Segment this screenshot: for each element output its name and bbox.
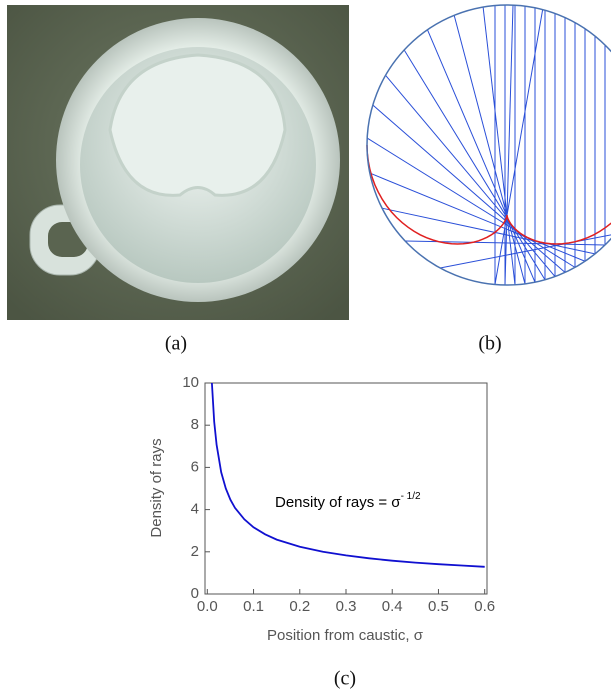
y-tick-label: 0 bbox=[191, 585, 199, 602]
reflected-ray bbox=[366, 137, 576, 268]
y-tick-label: 10 bbox=[182, 374, 199, 391]
x-tick-label: 0.2 bbox=[289, 598, 310, 615]
reflected-ray bbox=[439, 234, 611, 269]
reflected-ray bbox=[403, 49, 546, 281]
reflected-ray bbox=[504, 5, 514, 286]
x-tick-label: 0.0 bbox=[197, 598, 218, 615]
annotation-exponent: - 1/2 bbox=[401, 491, 421, 502]
data-line bbox=[211, 382, 485, 568]
panel-label: (c) bbox=[334, 668, 356, 690]
x-tick-label: 0.1 bbox=[243, 598, 264, 615]
reflected-ray bbox=[381, 207, 596, 255]
reflected-ray bbox=[453, 15, 526, 284]
annotation: Density of rays = σ- 1/2 bbox=[275, 491, 421, 511]
x-tick-label: 0.4 bbox=[382, 598, 403, 615]
caustic bbox=[366, 144, 611, 245]
panel-label: (a) bbox=[165, 333, 187, 355]
reflected-ray bbox=[372, 104, 566, 273]
x-tick-label: 0.5 bbox=[428, 598, 449, 615]
x-tick-label: 0.3 bbox=[336, 598, 357, 615]
reflected-ray bbox=[427, 29, 536, 283]
photo bbox=[7, 5, 349, 320]
y-tick-label: 2 bbox=[191, 543, 199, 560]
reflected-ray bbox=[369, 172, 586, 262]
y-tick-label: 4 bbox=[191, 501, 199, 518]
mirror bbox=[366, 4, 611, 286]
x-axis-label: Position from caustic, σ bbox=[267, 627, 424, 644]
ray-diagram bbox=[366, 4, 611, 286]
y-tick-label: 8 bbox=[191, 416, 199, 433]
reflected-ray bbox=[482, 6, 516, 285]
plot-frame bbox=[204, 382, 488, 595]
x-tick-label: 0.6 bbox=[474, 598, 495, 615]
panel-label: (b) bbox=[478, 333, 501, 355]
y-tick-label: 6 bbox=[191, 458, 199, 475]
annotation-text: Density of rays = σ bbox=[275, 494, 401, 511]
y-axis-label: Density of rays bbox=[148, 438, 165, 537]
